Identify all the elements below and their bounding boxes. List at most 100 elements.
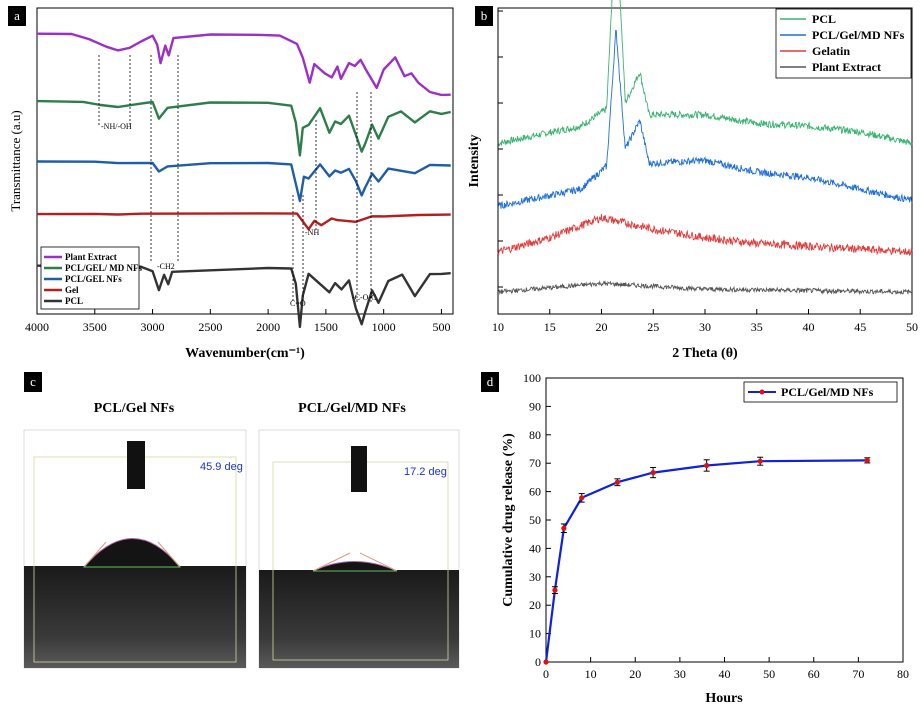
xrd-xtick-label: 40 (803, 320, 815, 334)
ftir-line-pcl (36, 264, 451, 329)
ftir-line-plant_extract (36, 32, 451, 97)
ca-right-needle (351, 446, 367, 492)
xrd-xtick-label: 25 (647, 320, 659, 334)
panel-letter-b: b (481, 8, 488, 23)
release-point (650, 469, 656, 476)
ftir-xtick-label: 4000 (25, 320, 49, 334)
ann-co: C=O (290, 299, 306, 308)
ftir-line-pcl_gel_md (36, 99, 451, 157)
xrd-xtick-label: 15 (544, 320, 556, 334)
release-point (552, 587, 558, 593)
release-legend: PCL/Gel/MD NFs (743, 381, 898, 403)
ftir-xtick-label: 500 (432, 320, 450, 334)
ca-right-substrate (259, 570, 459, 668)
ca-left-angle: 45.9 deg (200, 461, 243, 473)
release-ytick-label: 60 (529, 485, 541, 499)
release-xtick-label: 80 (897, 667, 909, 681)
ftir-legend-gel: Gel (65, 285, 79, 295)
ftir-legend-pcl: PCL (65, 296, 83, 306)
release-xtick-label: 20 (629, 667, 641, 681)
release-ytick-label: 10 (529, 627, 541, 641)
ftir-x-ticks: 4000 3500 3000 2500 2000 1500 1000 500 (25, 309, 450, 334)
ftir-series (36, 32, 451, 329)
release-ylabel: Cumulative drug release (%) (501, 433, 516, 607)
panel-letter-a-box (8, 6, 26, 26)
xrd-line-xrd_md (497, 29, 913, 210)
panel-letter-c: c (30, 374, 36, 389)
xrd-line-xrd_plant (497, 280, 913, 296)
panel-letter-c-box (24, 372, 42, 392)
panel-letter-a: a (14, 8, 20, 23)
ftir-line-gel (36, 212, 451, 231)
xrd-xtick-label: 35 (751, 320, 763, 334)
ftir-reference-lines (98, 55, 372, 302)
release-xtick-label: 40 (719, 667, 731, 681)
ftir-xtick-label: 2000 (256, 320, 280, 334)
xrd-legend: PCL PCL/Gel/MD NFs Gelatin Plant Extract (775, 8, 912, 79)
xrd-legend-pcl: PCL (812, 12, 836, 26)
release-xtick-label: 60 (808, 667, 820, 681)
ftir-panel: a Transmittance (a.u) Wavenumber(cm⁻¹) 4… (8, 6, 454, 361)
xrd-y-ticks (498, 10, 503, 288)
xrd-series (497, 0, 913, 296)
xrd-xtick-label: 50 (906, 320, 918, 334)
ann-nh: -NH (305, 228, 319, 237)
release-point (543, 659, 549, 665)
panel-letter-d: d (487, 374, 494, 389)
release-ytick-label: 30 (529, 570, 541, 584)
release-xtick-label: 50 (763, 667, 775, 681)
release-point (614, 479, 621, 485)
release-legend-box (743, 381, 898, 403)
release-ticks: 0 10 20 30 40 50 60 70 80 0 10 20 30 40 50 60 70 80 90 100 (523, 371, 909, 681)
contact-angle-panel: c PCL/Gel NFs PCL/Gel/MD NFs 45.9 deg 17… (23, 372, 460, 669)
release-ytick-label: 90 (529, 399, 541, 413)
release-ytick-label: 50 (529, 513, 541, 527)
panel-letter-d-box (481, 372, 499, 392)
panel-letter-b-box (475, 6, 493, 26)
release-point (704, 462, 710, 469)
ann-ch2: -CH2 (157, 262, 175, 271)
release-point (561, 525, 567, 531)
xrd-xtick-label: 45 (854, 320, 866, 334)
ftir-xtick-label: 3500 (83, 320, 107, 334)
ca-right-title: PCL/Gel/MD NFs (298, 401, 406, 416)
release-plot-frame (545, 377, 904, 663)
xrd-line-xrd_gelatin (497, 214, 913, 256)
xrd-ylabel: Intensity (467, 135, 482, 188)
ca-right-tangent-l (312, 552, 351, 572)
ca-right-angle: 17.2 deg (404, 466, 447, 478)
ca-right-tangent-r (359, 552, 398, 572)
release-ytick-label: 40 (529, 541, 541, 555)
xrd-xtick-label: 20 (596, 320, 608, 334)
release-ytick-label: 80 (529, 428, 541, 442)
ca-left-title: PCL/Gel NFs (94, 401, 175, 416)
xrd-panel: b Intensity 2 Theta (θ) 10 15 20 25 30 35 40 45… (467, 0, 918, 361)
ftir-legend: Plant Extract PCL/GEL/ MD NFs PCL/GEL NF… (40, 246, 142, 310)
release-xtick-label: 10 (585, 667, 597, 681)
ca-left-tangent-l (83, 541, 107, 568)
release-xtick-label: 30 (674, 667, 686, 681)
xrd-legend-md: PCL/Gel/MD NFs (812, 28, 905, 42)
release-series (543, 456, 871, 665)
release-legend-label: PCL/Gel/MD NFs (781, 385, 874, 399)
ftir-legend-md: PCL/GEL/ MD NFs (65, 263, 142, 273)
ftir-legend-plant: Plant Extract (65, 252, 117, 262)
release-ytick-label: 0 (535, 655, 541, 669)
xrd-xtick-label: 10 (492, 320, 504, 334)
ftir-ylabel: Transmittance (a.u) (8, 110, 23, 211)
release-panel: d Cumulative drug release (%) Hours 0 10 2… (481, 371, 909, 706)
release-xtick-label: 70 (852, 667, 864, 681)
ftir-line-pcl_gel (36, 160, 451, 203)
release-point (864, 457, 870, 463)
ann-nh-oh: -NH/-OH (101, 122, 132, 131)
release-ytick-label: 70 (529, 456, 541, 470)
xrd-xlabel: 2 Theta (θ) (672, 346, 738, 361)
ftir-xtick-label: 2500 (198, 320, 222, 334)
ftir-xlabel: Wavenumber(cm⁻¹) (185, 346, 305, 361)
ftir-xtick-label: 1000 (372, 320, 396, 334)
ann-coc: -C-O-C (352, 293, 376, 302)
ftir-xtick-label: 1500 (314, 320, 338, 334)
release-point (579, 495, 585, 501)
xrd-xtick-label: 30 (699, 320, 711, 334)
